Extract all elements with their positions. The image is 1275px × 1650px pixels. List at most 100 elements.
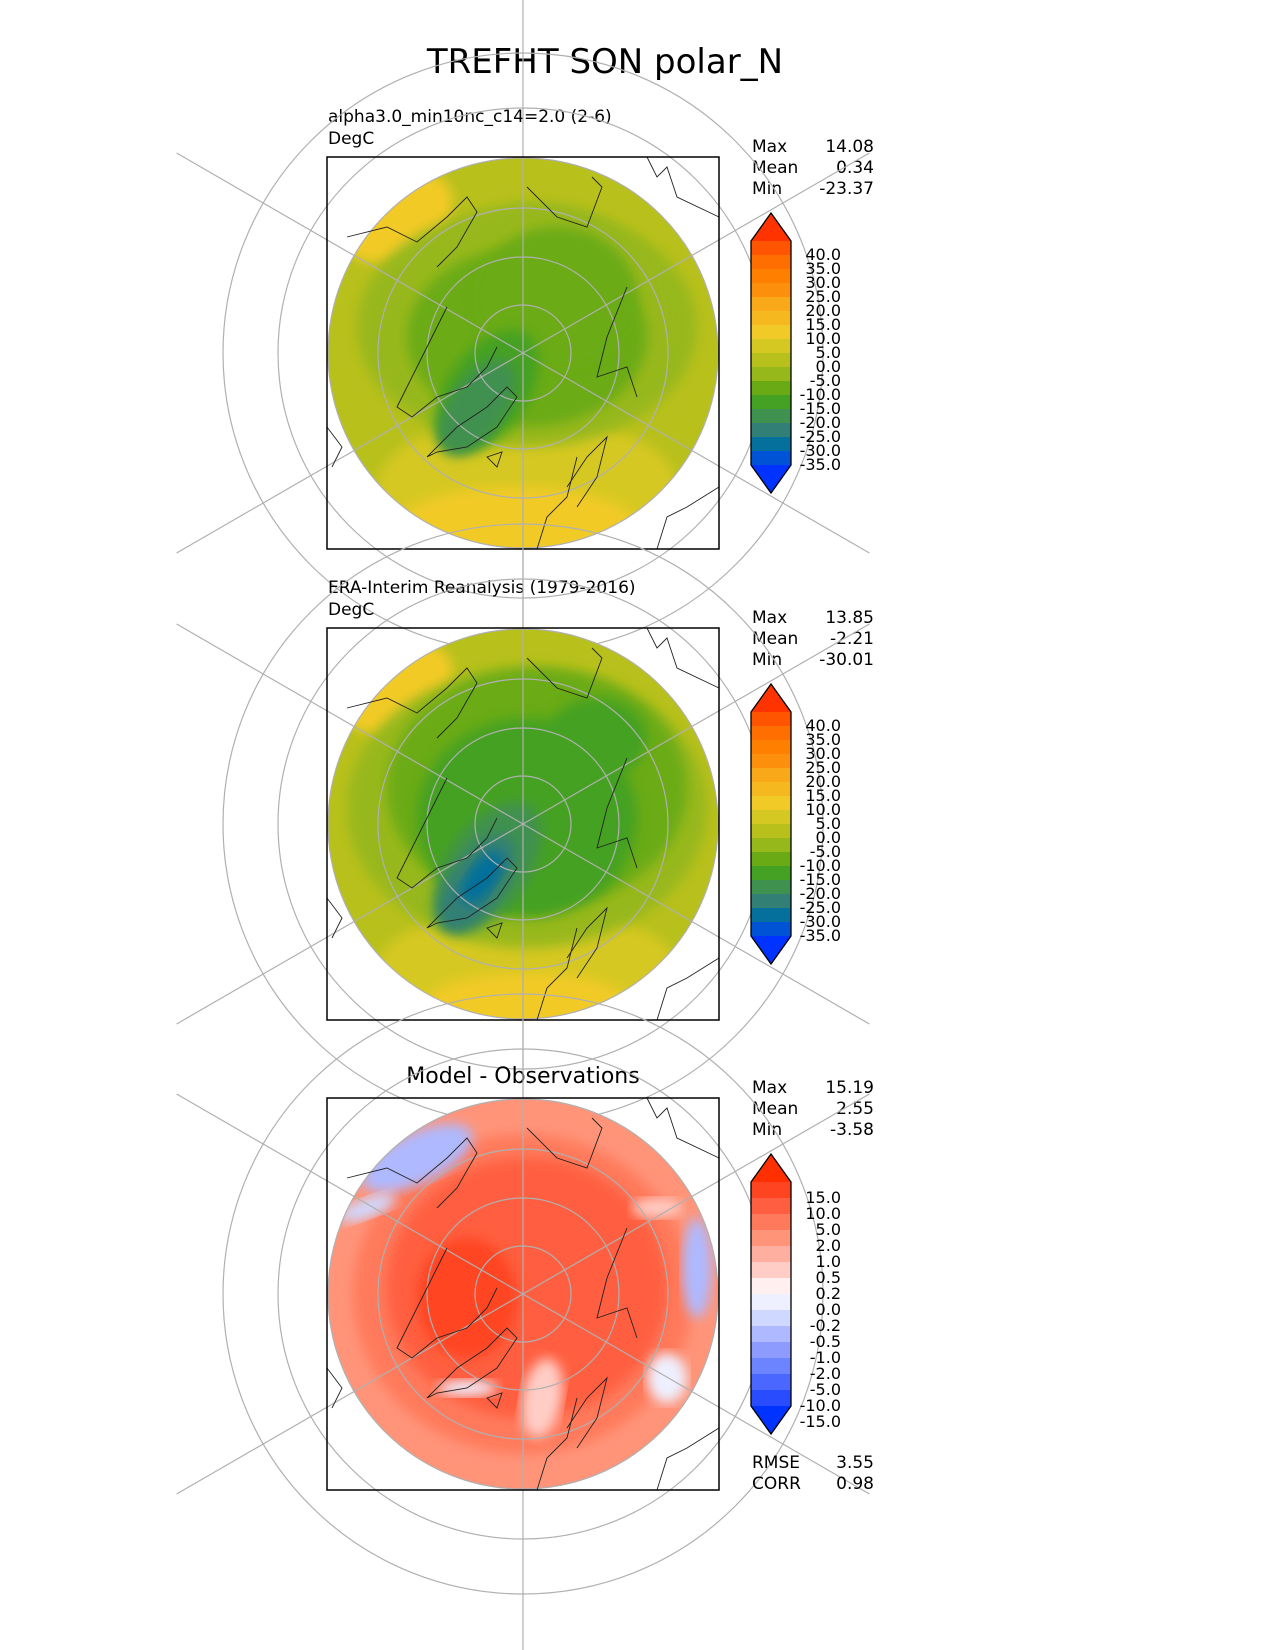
contour-region bbox=[647, 1353, 687, 1403]
contour-region bbox=[682, 1218, 712, 1318]
colorbar-segment bbox=[751, 1358, 791, 1375]
colorbar-segment bbox=[751, 894, 791, 909]
colorbar-tick-label: -0.5 bbox=[809, 1332, 841, 1351]
colorbar-segment bbox=[751, 353, 791, 368]
colorbar-segment bbox=[751, 241, 791, 256]
meridian-line bbox=[176, 623, 524, 825]
colorbar-segment bbox=[751, 437, 791, 452]
colorbar-segment bbox=[751, 1230, 791, 1247]
contour-region bbox=[361, 1123, 473, 1193]
contour-region bbox=[632, 1198, 682, 1218]
colorbar-segment bbox=[751, 1214, 791, 1231]
map-frame bbox=[326, 1097, 720, 1491]
colorbar-segment bbox=[751, 283, 791, 298]
contour-region bbox=[417, 1238, 517, 1358]
colorbar-segment bbox=[751, 311, 791, 326]
panel-2-stats: Max 13.85 Mean -2.21 Min -30.01 bbox=[752, 608, 874, 671]
coastline bbox=[656, 957, 720, 1021]
meridian-line bbox=[176, 352, 524, 554]
colorbar-tick-label: -2.0 bbox=[809, 1364, 841, 1383]
colorbar-tick-label: 35.0 bbox=[805, 259, 841, 278]
meridian-line bbox=[176, 1293, 524, 1495]
stat-max: Max 13.85 bbox=[752, 608, 874, 628]
meridian-line bbox=[522, 152, 870, 354]
contour-region bbox=[521, 1358, 563, 1438]
stat-max: Max 14.08 bbox=[752, 137, 874, 157]
colorbar-tick-label: 40.0 bbox=[805, 716, 841, 735]
colorbar-segment bbox=[751, 712, 791, 727]
colorbar-tick-label: -25.0 bbox=[799, 427, 841, 446]
meridian-line bbox=[176, 1093, 524, 1295]
coastline bbox=[486, 1392, 503, 1409]
panel-3-stats: Max 15.19 Mean 2.55 Min -3.58 bbox=[752, 1078, 874, 1141]
colorbar-tick-label: 15.0 bbox=[805, 315, 841, 334]
coastline bbox=[396, 1247, 498, 1359]
colorbar-tick-label: 5.0 bbox=[815, 814, 841, 833]
coastline bbox=[486, 922, 503, 939]
panel-1-map bbox=[176, 0, 870, 753]
colorbar-extend-min bbox=[751, 936, 791, 964]
stat-rmse: RMSE 3.55 bbox=[752, 1453, 874, 1473]
colorbar-extend-max bbox=[751, 213, 791, 241]
colorbar-tick-label: 5.0 bbox=[815, 1220, 841, 1239]
colorbar-tick-label: -10.0 bbox=[799, 856, 841, 875]
colorbar-tick-label: 5.0 bbox=[815, 343, 841, 362]
colorbar-extend-max bbox=[751, 684, 791, 712]
colorbar-tick-label: -30.0 bbox=[799, 441, 841, 460]
colorbar-tick-label: 35.0 bbox=[805, 730, 841, 749]
colorbar-tick-label: 2.0 bbox=[815, 1236, 841, 1255]
panel-1-colorbar bbox=[750, 211, 792, 495]
meridian-line bbox=[522, 823, 870, 1025]
coastline bbox=[396, 777, 498, 889]
colorbar-tick-label: 10.0 bbox=[805, 800, 841, 819]
colorbar-segment bbox=[751, 1310, 791, 1327]
colorbar-segment bbox=[751, 1278, 791, 1295]
colorbar-segment bbox=[751, 395, 791, 410]
coastline bbox=[486, 451, 503, 468]
coastline bbox=[536, 1397, 578, 1491]
panel-2-title: ERA-Interim Reanalysis (1979-2016) bbox=[328, 578, 636, 598]
colorbar-tick-label: -15.0 bbox=[799, 1412, 841, 1431]
coastline bbox=[536, 456, 578, 550]
colorbar-tick-label: 15.0 bbox=[805, 1188, 841, 1207]
colorbar-tick-label: -5.0 bbox=[809, 371, 841, 390]
colorbar-segment bbox=[751, 255, 791, 270]
colorbar-extend-min bbox=[751, 1406, 791, 1434]
colorbar-segment bbox=[751, 796, 791, 811]
coastline bbox=[346, 667, 478, 739]
coastline bbox=[396, 306, 498, 418]
colorbar-tick-label: 1.0 bbox=[815, 1252, 841, 1271]
contour-region bbox=[397, 487, 637, 548]
colorbar-tick-label: -25.0 bbox=[799, 898, 841, 917]
contour-region bbox=[437, 359, 517, 455]
stat-max: Max 15.19 bbox=[752, 1078, 874, 1098]
colorbar-segment bbox=[751, 1390, 791, 1407]
colorbar-segment bbox=[751, 824, 791, 839]
colorbar-segment bbox=[751, 740, 791, 755]
coastline bbox=[646, 627, 720, 689]
coastline bbox=[596, 286, 638, 398]
graticule bbox=[176, 894, 870, 1650]
colorbar-segment bbox=[751, 325, 791, 340]
coastline bbox=[346, 1137, 478, 1209]
colorbar-tick-label: 20.0 bbox=[805, 301, 841, 320]
colorbar-tick-label: 10.0 bbox=[805, 1204, 841, 1223]
contour-region bbox=[547, 698, 647, 778]
colorbar-segment bbox=[751, 922, 791, 937]
colorbar-tick-label: 25.0 bbox=[805, 758, 841, 777]
stat-min: Min -3.58 bbox=[752, 1120, 874, 1140]
meridian-line bbox=[176, 152, 524, 354]
colorbar-segment bbox=[751, 852, 791, 867]
colorbar-segment bbox=[751, 880, 791, 895]
colorbar-segment bbox=[751, 269, 791, 284]
coastline bbox=[426, 386, 518, 458]
meridian-line bbox=[522, 1293, 870, 1495]
colorbar-tick-label: -30.0 bbox=[799, 912, 841, 931]
colorbar-tick-label: 20.0 bbox=[805, 772, 841, 791]
coastline bbox=[596, 757, 638, 869]
colorbar-tick-label: -5.0 bbox=[809, 1380, 841, 1399]
panel-3-colorbar bbox=[750, 1152, 792, 1436]
coastline bbox=[526, 647, 603, 699]
coastline bbox=[596, 1227, 638, 1339]
coastline bbox=[656, 486, 720, 550]
